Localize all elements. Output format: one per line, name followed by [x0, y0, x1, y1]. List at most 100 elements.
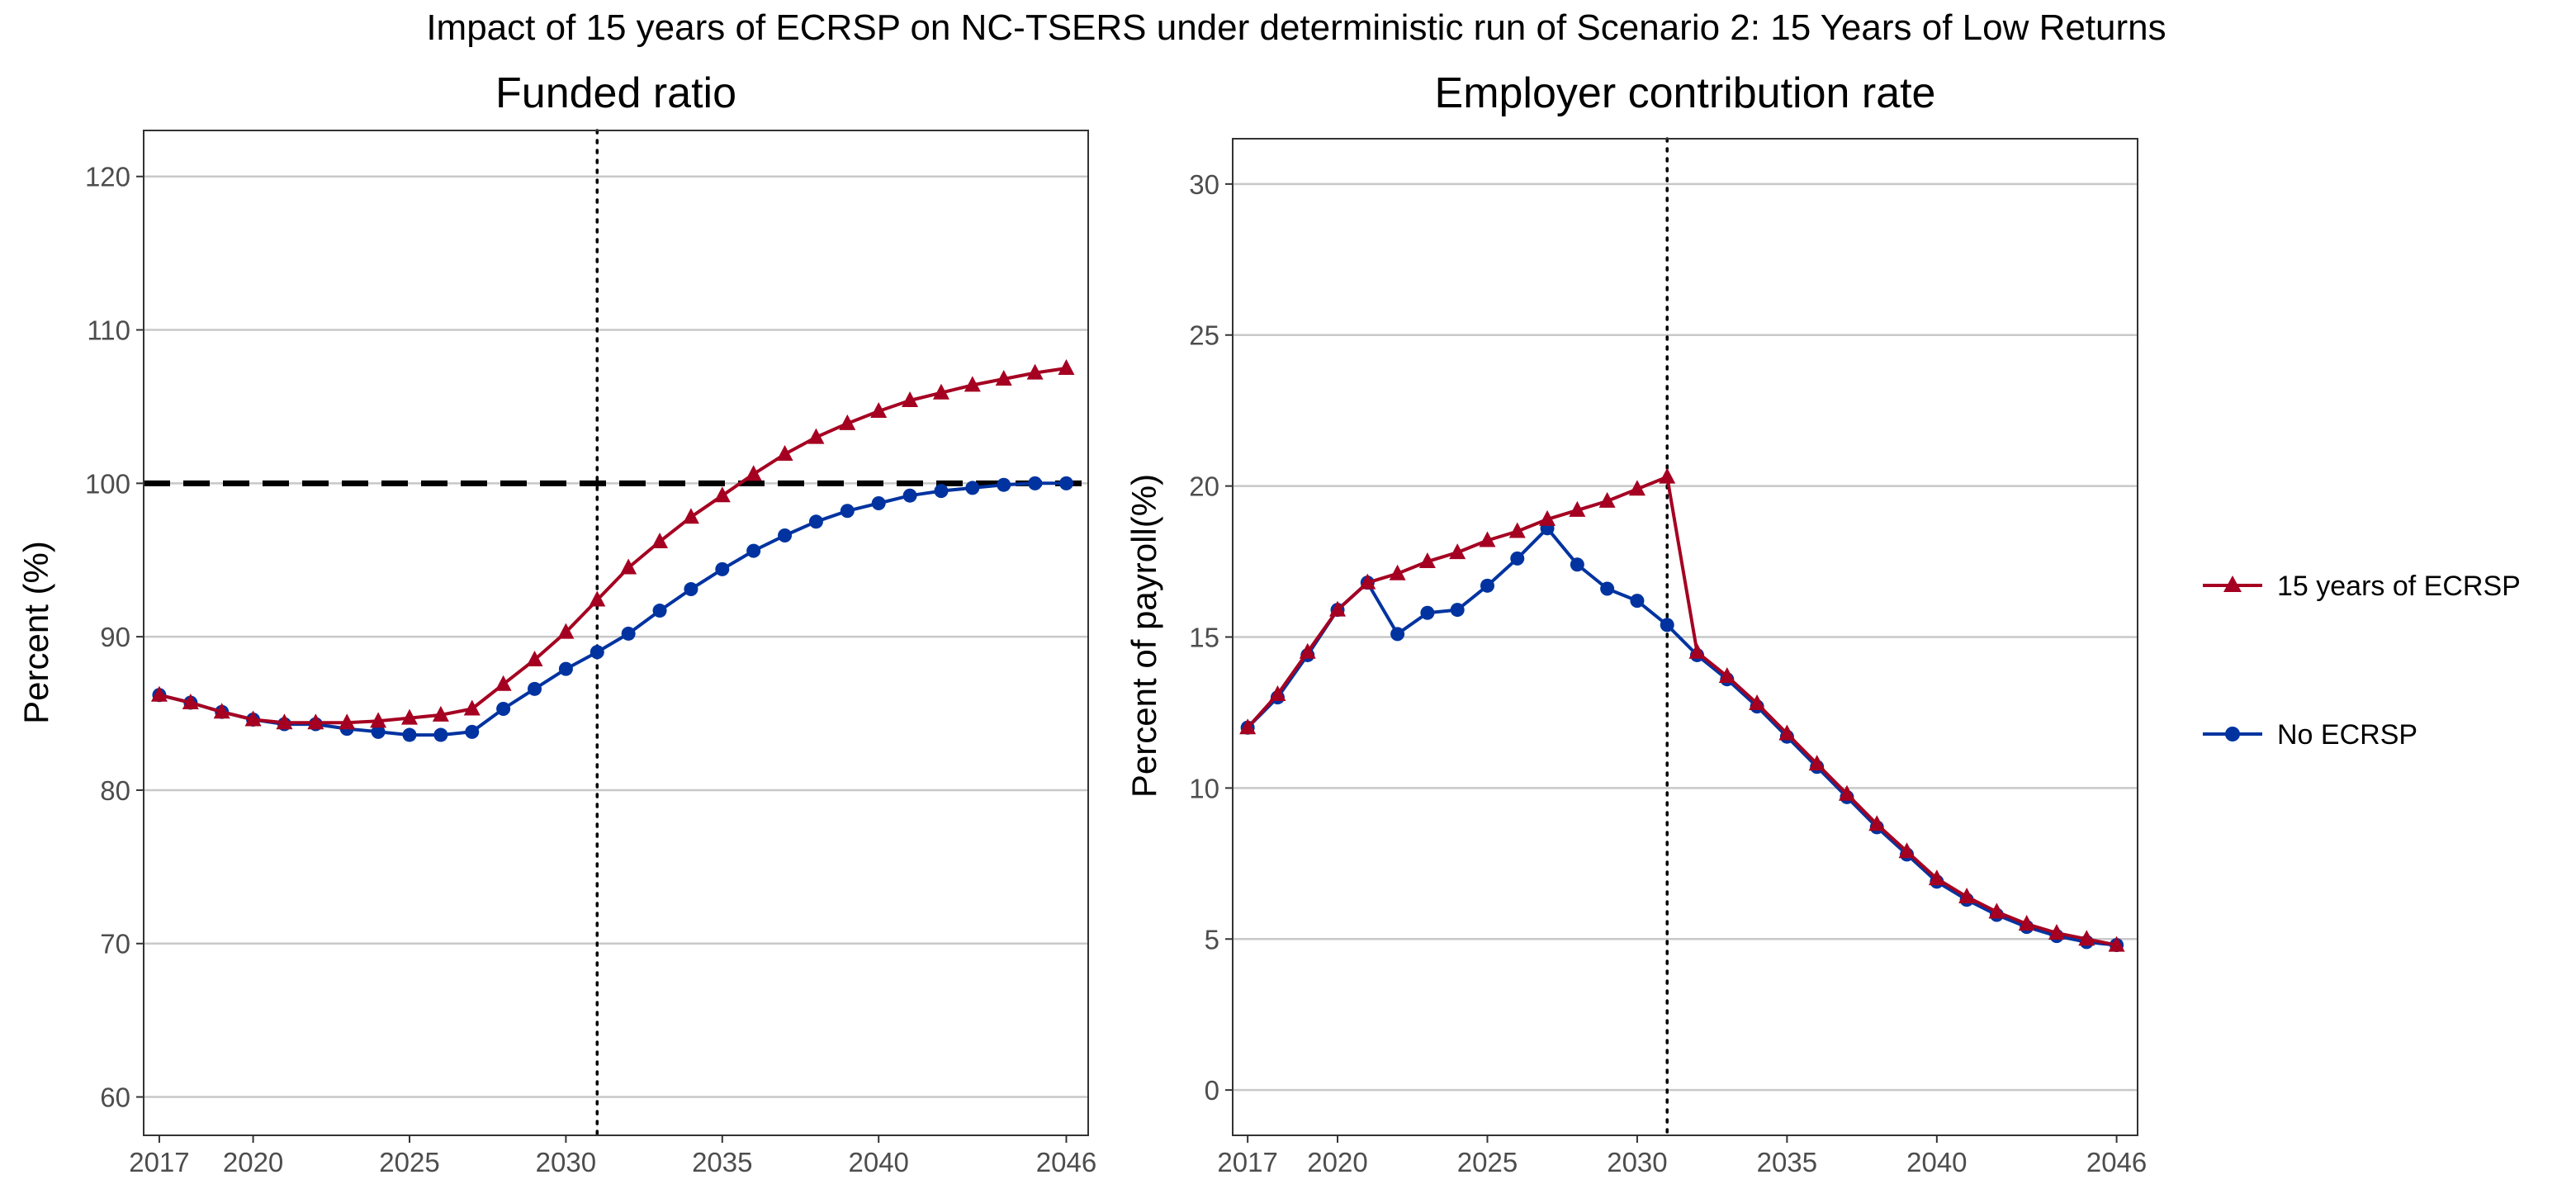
data-point [496, 701, 511, 716]
data-point [713, 486, 731, 503]
data-point [213, 703, 230, 719]
data-point [1389, 564, 1406, 580]
data-point [276, 713, 293, 730]
x-tick-label: 2030 [1607, 1147, 1667, 1177]
y-tick-label: 15 [1189, 623, 1219, 653]
data-point [840, 504, 855, 519]
funded-ratio-panel: Funded ratio Percent (%) 60 70 80 90 100 110 1… [17, 69, 1096, 1177]
data-point [307, 713, 324, 730]
y-tick-label: 20 [1189, 471, 1219, 502]
data-point [651, 532, 669, 548]
data-point [182, 694, 199, 710]
data-point [1508, 522, 1526, 538]
data-point [339, 713, 356, 730]
data-point [1028, 476, 1043, 490]
data-point [871, 495, 886, 510]
x-tick-label: 2046 [2086, 1147, 2147, 1177]
data-point [620, 558, 637, 575]
data-point [2108, 936, 2125, 952]
data-point [965, 481, 980, 495]
legend-item-ecrsp: 15 years of ECRSP [2203, 571, 2521, 602]
data-point [1329, 600, 1347, 617]
series-line [159, 367, 1067, 725]
y-tick-label: 60 [100, 1082, 130, 1113]
panel-title: Employer contribution rate [1435, 69, 1936, 117]
triangle-marker-icon [2223, 576, 2242, 592]
data-point [1988, 902, 2005, 919]
data-point [1269, 685, 1286, 701]
data-point [526, 651, 543, 667]
data-point [902, 488, 917, 503]
data-point [1749, 694, 1766, 710]
y-axis-label: Percent (%) [17, 541, 55, 724]
data-point [1868, 815, 1886, 831]
data-point [1808, 755, 1825, 771]
data-point [589, 590, 606, 607]
data-point [150, 685, 168, 702]
data-point [1928, 869, 1945, 886]
x-tick-label: 2020 [1307, 1147, 1367, 1177]
data-point [1058, 358, 1075, 375]
y-axis-label: Percent of payroll(%) [1125, 474, 1163, 798]
data-point [621, 626, 636, 641]
data-point [1628, 480, 1646, 496]
data-point [370, 712, 387, 728]
data-point [964, 376, 981, 392]
y-tick-label: 110 [87, 315, 130, 346]
data-point [839, 414, 856, 430]
data-point [1026, 363, 1044, 380]
data-point [495, 675, 512, 691]
legend: 15 years of ECRSP No ECRSP [2203, 571, 2521, 751]
data-point [2048, 923, 2066, 940]
y-tick-label: 25 [1189, 320, 1219, 351]
data-point [371, 724, 386, 739]
data-point [1570, 557, 1584, 572]
y-tick-label: 70 [100, 929, 130, 959]
data-point [2018, 914, 2035, 931]
data-point [465, 724, 480, 739]
panel-title: Funded ratio [495, 69, 736, 117]
x-tick-label: 2035 [1757, 1147, 1817, 1177]
y-tick-label: 10 [1189, 773, 1219, 803]
data-point [746, 543, 761, 558]
x-tick-label: 2040 [848, 1147, 908, 1177]
y-tick-label: 90 [100, 622, 130, 652]
data-point [1778, 724, 1796, 741]
data-point [870, 402, 888, 419]
x-tick-label: 2025 [1457, 1147, 1518, 1177]
data-point [997, 477, 1011, 492]
legend-label: 15 years of ECRSP [2277, 571, 2521, 602]
data-point [558, 661, 573, 676]
data-point [1449, 543, 1466, 560]
data-point [1838, 784, 1855, 801]
y-tick-label: 0 [1205, 1075, 1219, 1106]
x-tick-label: 2017 [129, 1147, 189, 1177]
legend-item-no-ecrsp: No ECRSP [2203, 719, 2417, 751]
data-point [1479, 531, 1496, 547]
legend-label: No ECRSP [2277, 719, 2417, 751]
data-point [528, 681, 542, 696]
data-point [590, 645, 604, 660]
data-point [1958, 888, 1976, 904]
data-point [463, 699, 481, 716]
x-tick-label: 2046 [1036, 1147, 1096, 1177]
data-point [1390, 627, 1405, 642]
plot-border [143, 130, 1089, 1136]
data-point [807, 428, 825, 444]
data-point [1569, 500, 1586, 517]
data-point [1058, 476, 1073, 490]
data-point [808, 514, 823, 529]
data-point [1450, 603, 1465, 618]
data-point [778, 528, 793, 543]
data-point [1299, 642, 1316, 659]
data-point [400, 708, 418, 725]
data-point [1420, 605, 1435, 620]
data-point [1510, 551, 1525, 566]
data-point [1688, 642, 1706, 659]
data-point [1600, 581, 1615, 596]
data-point [715, 561, 730, 576]
data-point [1598, 491, 1616, 508]
x-tick-label: 2025 [379, 1147, 439, 1177]
data-point [1659, 467, 1676, 484]
